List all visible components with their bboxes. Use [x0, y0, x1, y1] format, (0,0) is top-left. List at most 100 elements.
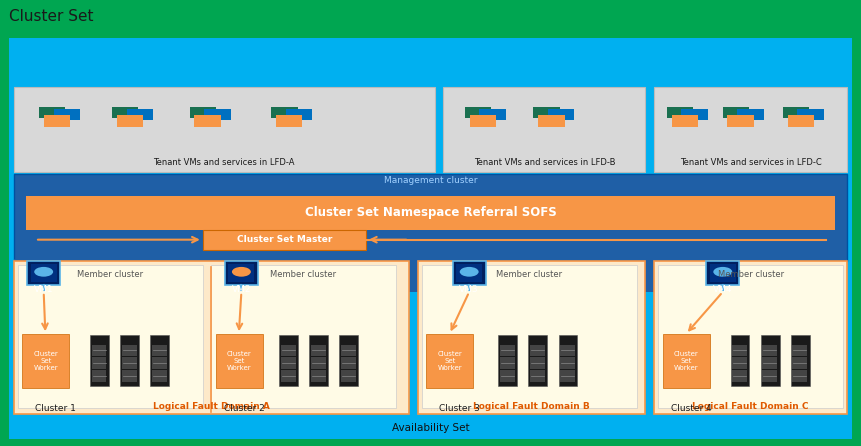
- FancyBboxPatch shape: [14, 87, 435, 172]
- FancyBboxPatch shape: [792, 345, 807, 356]
- FancyBboxPatch shape: [762, 358, 777, 369]
- FancyBboxPatch shape: [762, 370, 777, 382]
- FancyBboxPatch shape: [31, 264, 57, 282]
- FancyBboxPatch shape: [14, 261, 409, 414]
- FancyBboxPatch shape: [286, 108, 313, 120]
- FancyBboxPatch shape: [215, 334, 263, 388]
- FancyBboxPatch shape: [18, 265, 202, 408]
- FancyBboxPatch shape: [311, 370, 325, 382]
- FancyBboxPatch shape: [22, 334, 70, 388]
- FancyBboxPatch shape: [659, 265, 843, 408]
- FancyBboxPatch shape: [39, 107, 65, 118]
- FancyBboxPatch shape: [152, 345, 166, 356]
- FancyBboxPatch shape: [792, 358, 807, 369]
- FancyBboxPatch shape: [341, 358, 356, 369]
- FancyBboxPatch shape: [122, 345, 137, 356]
- Text: Management cluster: Management cluster: [384, 176, 477, 185]
- FancyBboxPatch shape: [453, 261, 486, 285]
- FancyBboxPatch shape: [732, 358, 746, 369]
- FancyBboxPatch shape: [152, 358, 166, 369]
- Text: VM4: VM4: [713, 285, 733, 294]
- FancyBboxPatch shape: [500, 358, 515, 369]
- Text: Logical Fault Domain B: Logical Fault Domain B: [474, 402, 590, 411]
- FancyBboxPatch shape: [706, 261, 739, 285]
- Text: Cluster 3: Cluster 3: [439, 405, 480, 413]
- FancyBboxPatch shape: [54, 108, 80, 120]
- Text: Availability Set: Availability Set: [392, 423, 469, 434]
- FancyBboxPatch shape: [426, 334, 474, 388]
- Text: Cluster
Set
Worker: Cluster Set Worker: [226, 351, 251, 371]
- FancyBboxPatch shape: [456, 264, 482, 282]
- FancyBboxPatch shape: [92, 345, 107, 356]
- FancyBboxPatch shape: [548, 108, 574, 120]
- FancyBboxPatch shape: [663, 334, 709, 388]
- FancyBboxPatch shape: [90, 335, 109, 386]
- FancyBboxPatch shape: [225, 261, 257, 285]
- FancyBboxPatch shape: [112, 107, 139, 118]
- FancyBboxPatch shape: [281, 358, 295, 369]
- FancyBboxPatch shape: [465, 107, 491, 118]
- FancyBboxPatch shape: [228, 264, 254, 282]
- FancyBboxPatch shape: [14, 259, 847, 292]
- FancyBboxPatch shape: [500, 370, 515, 382]
- Text: VM3: VM3: [460, 285, 479, 294]
- FancyBboxPatch shape: [561, 345, 575, 356]
- Text: Logical Fault Domain A: Logical Fault Domain A: [153, 402, 269, 411]
- FancyBboxPatch shape: [309, 335, 328, 386]
- FancyBboxPatch shape: [151, 335, 169, 386]
- FancyBboxPatch shape: [152, 370, 166, 382]
- Text: Cluster 4: Cluster 4: [672, 405, 712, 413]
- FancyBboxPatch shape: [204, 108, 231, 120]
- FancyBboxPatch shape: [122, 358, 137, 369]
- Text: Tenant VMs and services in LFD-B: Tenant VMs and services in LFD-B: [474, 157, 615, 167]
- FancyBboxPatch shape: [281, 370, 295, 382]
- FancyBboxPatch shape: [189, 107, 216, 118]
- FancyBboxPatch shape: [9, 38, 852, 438]
- FancyBboxPatch shape: [276, 116, 302, 127]
- FancyBboxPatch shape: [666, 107, 693, 118]
- Text: Member cluster: Member cluster: [270, 270, 337, 279]
- FancyBboxPatch shape: [728, 116, 753, 127]
- FancyBboxPatch shape: [28, 261, 60, 285]
- FancyBboxPatch shape: [279, 335, 298, 386]
- FancyBboxPatch shape: [121, 335, 139, 386]
- FancyBboxPatch shape: [92, 370, 107, 382]
- Circle shape: [34, 267, 53, 277]
- Text: VM2: VM2: [232, 285, 251, 294]
- FancyBboxPatch shape: [117, 116, 144, 127]
- Text: Tenant VMs and services in LFD-C: Tenant VMs and services in LFD-C: [680, 157, 821, 167]
- FancyBboxPatch shape: [732, 370, 746, 382]
- FancyBboxPatch shape: [422, 265, 637, 408]
- FancyBboxPatch shape: [14, 174, 847, 261]
- Text: Cluster
Set
Worker: Cluster Set Worker: [674, 351, 698, 371]
- FancyBboxPatch shape: [790, 335, 809, 386]
- FancyBboxPatch shape: [341, 370, 356, 382]
- Text: Cluster Set: Cluster Set: [9, 9, 94, 24]
- FancyBboxPatch shape: [529, 335, 548, 386]
- FancyBboxPatch shape: [783, 107, 809, 118]
- FancyBboxPatch shape: [469, 116, 496, 127]
- FancyBboxPatch shape: [561, 358, 575, 369]
- FancyBboxPatch shape: [654, 87, 847, 172]
- FancyBboxPatch shape: [122, 370, 137, 382]
- FancyBboxPatch shape: [709, 264, 735, 282]
- FancyBboxPatch shape: [271, 107, 298, 118]
- FancyBboxPatch shape: [92, 358, 107, 369]
- FancyBboxPatch shape: [654, 261, 847, 414]
- FancyBboxPatch shape: [127, 108, 153, 120]
- FancyBboxPatch shape: [672, 116, 698, 127]
- FancyBboxPatch shape: [27, 196, 834, 230]
- FancyBboxPatch shape: [211, 265, 396, 408]
- FancyBboxPatch shape: [561, 370, 575, 382]
- Text: Tenant VMs and services in LFD-A: Tenant VMs and services in LFD-A: [153, 157, 295, 167]
- Text: VM1: VM1: [34, 285, 53, 294]
- Text: Cluster Set Master: Cluster Set Master: [237, 235, 332, 244]
- FancyBboxPatch shape: [730, 335, 749, 386]
- FancyBboxPatch shape: [202, 230, 366, 250]
- FancyBboxPatch shape: [762, 345, 777, 356]
- FancyBboxPatch shape: [760, 335, 779, 386]
- Text: Member cluster: Member cluster: [496, 270, 562, 279]
- FancyBboxPatch shape: [339, 335, 358, 386]
- FancyBboxPatch shape: [737, 108, 764, 120]
- Circle shape: [232, 267, 251, 277]
